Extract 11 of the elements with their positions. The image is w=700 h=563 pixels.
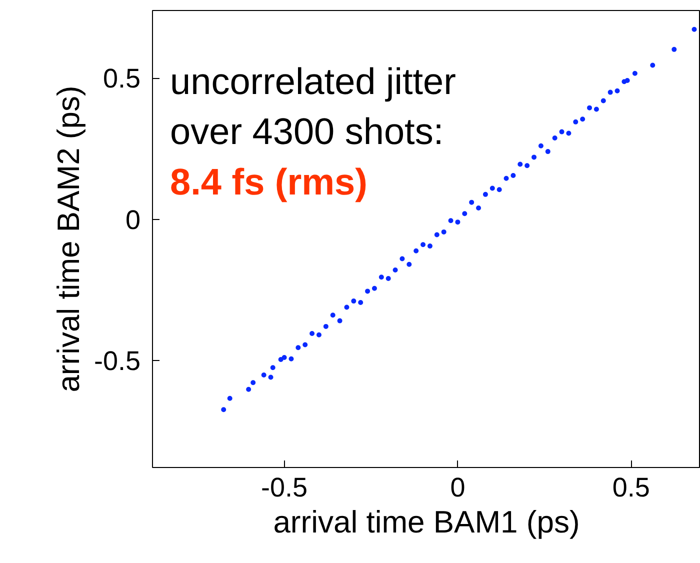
x-tick-label: 0.5 bbox=[612, 472, 650, 502]
annotation: over 4300 shots: bbox=[170, 111, 444, 152]
x-axis-title: arrival time BAM1 (ps) bbox=[273, 504, 580, 540]
x-tick-label: 0 bbox=[450, 472, 466, 502]
y-tick-label: -0.5 bbox=[94, 346, 141, 376]
y-tick-label: 0 bbox=[125, 204, 141, 235]
annotation: 8.4 fs (rms) bbox=[170, 161, 368, 202]
x-tick-label: -0.5 bbox=[261, 472, 308, 502]
y-axis-title: arrival time BAM2 (ps) bbox=[50, 86, 86, 392]
annotation: uncorrelated jitter bbox=[170, 60, 456, 102]
y-tick-label: 0.5 bbox=[102, 64, 141, 94]
